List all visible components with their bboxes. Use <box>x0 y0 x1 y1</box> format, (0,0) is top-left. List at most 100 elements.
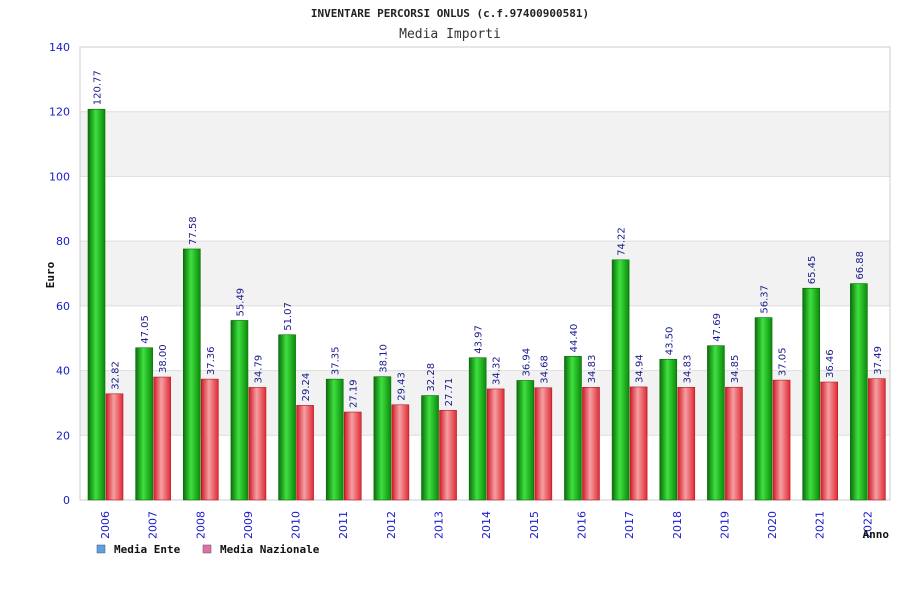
grid-band <box>80 111 890 177</box>
bar-media-nazionale <box>677 387 696 501</box>
data-label: 34.85 <box>730 355 741 384</box>
y-tick-label: 20 <box>56 429 70 442</box>
data-label: 34.32 <box>492 356 503 385</box>
bar-media-nazionale <box>582 387 600 501</box>
data-label: 37.35 <box>331 347 342 376</box>
x-tick-label: 2007 <box>147 511 160 539</box>
data-label: 44.40 <box>569 324 580 353</box>
bar-media-ente <box>754 317 773 501</box>
bar-media-ente <box>564 356 582 501</box>
x-tick-label: 2014 <box>480 511 493 539</box>
data-label: 55.49 <box>235 288 246 317</box>
chart-title: INVENTARE PERCORSI ONLUS (c.f.9740090058… <box>311 7 589 20</box>
x-tick-label: 2017 <box>623 511 636 539</box>
bar-media-ente <box>707 345 725 501</box>
data-label: 43.97 <box>474 325 485 354</box>
legend-swatch <box>202 544 212 554</box>
bar-media-ente <box>421 395 439 501</box>
bar-media-nazionale <box>391 404 410 501</box>
data-label: 34.83 <box>682 355 693 384</box>
data-label: 34.68 <box>539 355 550 384</box>
data-label: 32.82 <box>111 361 122 390</box>
x-axis-ticks: 2006 2007 2008 2009 2010 2011 2012 2013 2014 2015… <box>99 511 874 539</box>
data-label: 36.46 <box>825 349 836 378</box>
legend-label: Media Ente <box>114 543 181 556</box>
x-tick-label: 2011 <box>337 511 350 539</box>
data-label: 38.10 <box>378 344 389 373</box>
y-axis-label: Euro <box>44 261 57 288</box>
x-tick-label: 2021 <box>814 511 827 539</box>
data-label: 66.88 <box>855 251 866 280</box>
x-tick-label: 2009 <box>242 511 255 539</box>
legend-label: Media Nazionale <box>220 543 320 556</box>
data-label: 120.77 <box>93 70 104 105</box>
data-label: 37.36 <box>206 346 217 375</box>
x-tick-label: 2018 <box>671 511 684 539</box>
bar-media-nazionale <box>248 387 267 501</box>
data-label: 51.07 <box>283 302 294 331</box>
bar-media-nazionale <box>439 410 457 501</box>
x-tick-label: 2012 <box>385 511 398 539</box>
grid-band <box>80 241 890 306</box>
x-tick-label: 2019 <box>718 511 731 539</box>
x-tick-label: 2006 <box>99 511 112 539</box>
bar-media-ente <box>802 287 821 501</box>
bar-media-ente <box>230 320 249 501</box>
bar-media-ente <box>850 283 868 501</box>
bar-media-nazionale <box>343 411 362 501</box>
bar-media-ente <box>278 334 296 501</box>
y-tick-label: 120 <box>49 106 70 119</box>
bar-media-ente <box>611 259 630 501</box>
data-label: 34.83 <box>587 355 598 384</box>
legend-swatch <box>96 544 106 554</box>
bar-media-nazionale <box>296 405 314 501</box>
bar-media-nazionale <box>820 381 839 501</box>
data-label: 43.50 <box>664 327 675 356</box>
x-axis-label: Anno <box>863 528 890 541</box>
data-label: 37.49 <box>873 346 884 375</box>
y-axis-ticks: 0 20 40 60 80 100 120 140 <box>49 41 70 507</box>
data-label: 47.05 <box>140 315 151 344</box>
bar-media-nazionale <box>534 387 553 501</box>
data-label: 38.00 <box>158 344 169 373</box>
x-tick-label: 2015 <box>528 511 541 539</box>
x-tick-label: 2022 <box>861 511 874 539</box>
data-label: 74.22 <box>617 227 628 256</box>
bars: 120.77 32.82 47.05 38.00 77.58 37.36 55.49 34.7… <box>87 70 886 501</box>
chart-subtitle: Media Importi <box>399 27 501 42</box>
bar-media-ente <box>373 376 392 501</box>
data-label: 47.69 <box>712 313 723 342</box>
bar-media-ente <box>87 108 106 501</box>
bar-media-ente <box>516 380 535 501</box>
data-label: 27.19 <box>349 379 360 408</box>
data-label: 77.58 <box>188 216 199 245</box>
bar-media-nazionale <box>153 376 171 501</box>
bar-media-nazionale <box>486 388 505 501</box>
x-tick-label: 2008 <box>194 511 207 539</box>
bar-media-nazionale <box>725 386 743 501</box>
bar-media-ente <box>659 358 678 501</box>
data-label: 56.37 <box>760 285 771 314</box>
bar-media-ente <box>182 248 201 501</box>
data-label: 27.71 <box>444 378 455 407</box>
y-tick-label: 0 <box>63 494 70 507</box>
bar-media-nazionale <box>772 379 791 501</box>
data-label: 34.79 <box>253 355 264 384</box>
y-tick-label: 80 <box>56 235 70 248</box>
bar-media-ente <box>135 347 153 501</box>
y-tick-label: 140 <box>49 41 70 54</box>
bar-media-nazionale <box>868 378 886 501</box>
data-label: 29.43 <box>396 372 407 401</box>
x-tick-label: 2020 <box>766 511 779 539</box>
bar-media-ente <box>468 357 487 501</box>
data-label: 36.94 <box>521 348 532 377</box>
y-tick-label: 100 <box>49 170 70 183</box>
data-label: 34.94 <box>635 354 646 383</box>
y-tick-label: 60 <box>56 300 70 313</box>
bar-media-nazionale <box>105 393 124 501</box>
bar-media-ente <box>325 378 344 501</box>
data-label: 32.28 <box>426 363 437 392</box>
data-label: 37.05 <box>778 347 789 376</box>
x-tick-label: 2010 <box>290 511 303 539</box>
